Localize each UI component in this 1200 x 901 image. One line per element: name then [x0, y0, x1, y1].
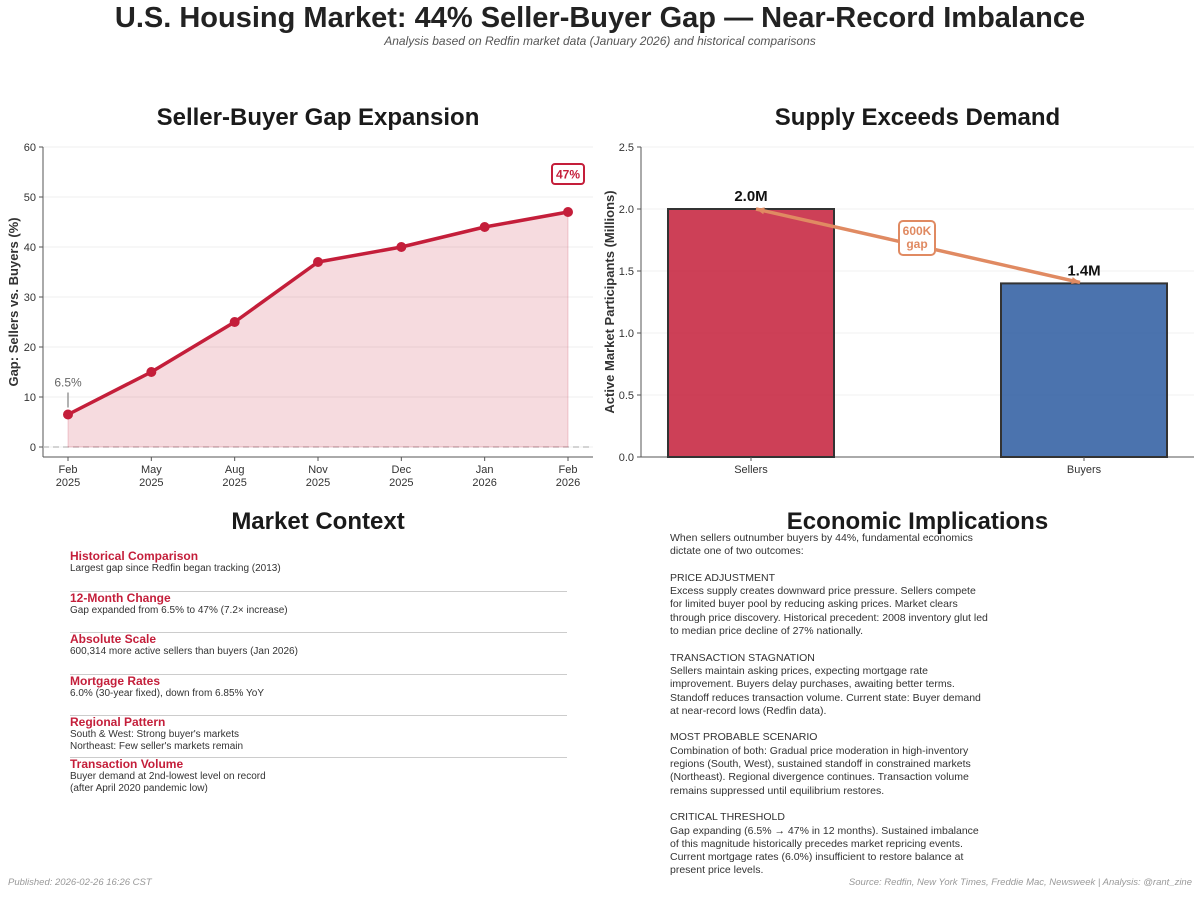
- gap-data-point: [313, 257, 323, 267]
- gap-annotation-label: 600K gap: [903, 224, 932, 251]
- y-tick-label: 2.5: [619, 142, 634, 154]
- context-item-text: Buyer demand at 2nd-lowest level on reco…: [70, 770, 266, 794]
- gap-data-point: [63, 409, 73, 420]
- context-divider: [70, 632, 567, 633]
- context-item: Regional Pattern South & West: Strong buy…: [70, 716, 567, 758]
- implication-section: CRITICAL THRESHOLD Gap expanding (6.5% → …: [670, 811, 990, 877]
- gap-arrow-head-left: [756, 207, 765, 215]
- implications-intro: When sellers outnumber buyers by 44%, fu…: [670, 532, 973, 558]
- y-tick-label: 60: [24, 142, 36, 154]
- bar-buyers: [1000, 282, 1168, 458]
- gap-arrow-head-right: [1071, 277, 1080, 284]
- context-divider: [70, 673, 567, 675]
- y-axis-label: Gap: Sellers vs. Buyers (%): [6, 217, 21, 386]
- bar-chart: 0.0 0.5 1.0 1.5 2.0 2.5 2.0M Sellers 1.4M Buyers 6…: [602, 142, 1194, 476]
- gap-data-point: [229, 317, 240, 327]
- context-divider: [70, 715, 567, 716]
- context-item-heading: Regional Pattern: [70, 715, 166, 729]
- x-tick-label: Buyers: [1067, 464, 1102, 476]
- end-annotation-box: [551, 163, 585, 185]
- x-tick-label: Aug 2025: [222, 464, 246, 489]
- y-tick-label: 1.0: [619, 328, 634, 340]
- bar-value-label: 2.0M: [734, 188, 767, 205]
- gap-annotation-box: [898, 220, 936, 256]
- y-tick-label: 50: [24, 192, 36, 204]
- market-context-list: Historical Comparison Largest gap since R…: [70, 550, 567, 799]
- implication-section: PRICE ADJUSTMENT Excess supply creates do…: [670, 572, 990, 638]
- context-item: Transaction Volume Buyer demand at 2nd-lo…: [70, 756, 567, 800]
- bar-value-label: 1.4M: [1067, 262, 1100, 279]
- context-divider: [70, 590, 567, 592]
- gap-data-point: [146, 367, 157, 377]
- x-tick-label: Nov 2025: [306, 464, 330, 489]
- context-item: Absolute Scale 600,314 more active seller…: [70, 633, 567, 675]
- main-title: U.S. Housing Market: 44% Seller-Buyer Ga…: [114, 2, 1086, 34]
- implication-section: TRANSACTION STAGNATION Sellers maintain a…: [670, 652, 990, 718]
- y-tick-label: 0.0: [619, 452, 634, 464]
- implication-text: Excess supply creates downward price pre…: [670, 585, 988, 638]
- x-tick-label: Feb 2025: [56, 464, 80, 489]
- implication-text: Combination of both: Gradual price moder…: [670, 744, 971, 797]
- implication-text: Sellers maintain asking prices, expectin…: [670, 664, 981, 717]
- context-divider: [70, 756, 567, 758]
- y-tick-label: 2.0: [619, 204, 634, 216]
- x-tick-label: Jan 2026: [472, 464, 496, 489]
- start-annotation-label: 6.5%: [54, 376, 82, 390]
- implication-section: MOST PROBABLE SCENARIO Combination of bot…: [670, 731, 990, 797]
- line-chart: 0 10 20 30 40 50 60 Feb 2025 May 2025 Aug 2025 Nov 202…: [6, 142, 593, 489]
- implication-heading: TRANSACTION STAGNATION: [670, 651, 815, 664]
- context-item-text: 600,314 more active sellers than buyers …: [70, 646, 298, 657]
- y-tick-label: 10: [24, 392, 36, 404]
- context-item: Historical Comparison Largest gap since R…: [70, 550, 567, 592]
- economic-implications-text: When sellers outnumber buyers by 44%, fu…: [670, 532, 990, 891]
- implication-heading: MOST PROBABLE SCENARIO: [670, 731, 818, 744]
- context-item-heading: Historical Comparison: [70, 549, 199, 563]
- gap-data-point: [396, 242, 407, 252]
- context-item: 12-Month Change Gap expanded from 6.5% to…: [70, 590, 567, 633]
- y-axis-label: Active Market Participants (Millions): [602, 190, 617, 413]
- economic-implications-title: Economic Implications: [786, 508, 1049, 535]
- end-annotation-label: 47%: [556, 168, 580, 182]
- x-tick-label: Sellers: [734, 464, 768, 476]
- context-item-text: Gap expanded from 6.5% to 47% (7.2× incr…: [70, 604, 288, 616]
- line-chart-title: Seller-Buyer Gap Expansion: [156, 104, 480, 131]
- context-item-heading: Absolute Scale: [70, 632, 157, 646]
- bar-sellers: [667, 208, 835, 458]
- bar-chart-title: Supply Exceeds Demand: [774, 104, 1061, 131]
- gap-data-point: [563, 207, 573, 217]
- x-tick-label: May 2025: [139, 464, 163, 489]
- subtitle: Analysis based on Redfin market data (Ja…: [384, 34, 816, 48]
- context-item: Mortgage Rates 6.0% (30-year fixed), down…: [70, 673, 567, 716]
- context-item-text: 6.0% (30-year fixed), down from 6.85% Yo…: [70, 687, 264, 699]
- context-item-text: Largest gap since Redfin began tracking …: [70, 563, 281, 574]
- y-tick-label: 0: [30, 442, 36, 454]
- gap-data-point: [479, 222, 490, 232]
- x-tick-label: Feb 2026: [556, 464, 580, 489]
- context-item-heading: Transaction Volume: [70, 756, 184, 771]
- implication-heading: PRICE ADJUSTMENT: [670, 571, 776, 584]
- context-item-heading: Mortgage Rates: [70, 673, 161, 688]
- y-tick-label: 30: [24, 292, 36, 304]
- x-tick-label: Dec 2025: [389, 464, 413, 489]
- implication-heading: CRITICAL THRESHOLD: [670, 811, 785, 824]
- published-timestamp: Published: 2026-02-26 16:26 CST: [8, 877, 152, 888]
- y-tick-label: 0.5: [619, 390, 634, 402]
- context-item-heading: 12-Month Change: [70, 590, 171, 605]
- market-context-title: Market Context: [231, 508, 405, 535]
- y-tick-label: 1.5: [619, 266, 634, 278]
- source-credit: Source: Redfin, New York Times, Freddie …: [848, 877, 1192, 888]
- implication-text: Gap expanding (6.5% → 47% in 12 months).…: [670, 824, 979, 877]
- y-tick-label: 20: [24, 342, 36, 354]
- context-item-text: South & West: Strong buyer's markets Nor…: [70, 729, 244, 752]
- y-tick-label: 40: [24, 242, 36, 254]
